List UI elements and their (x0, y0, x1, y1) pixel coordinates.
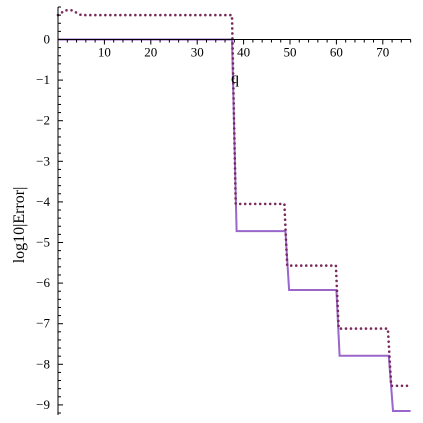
x-tick-label: 40 (237, 45, 250, 60)
x-tick-label: 50 (284, 45, 297, 60)
y-tick-label: −3 (36, 153, 50, 168)
y-tick-label: −2 (36, 113, 50, 128)
x-tick-label: 70 (376, 45, 389, 60)
y-tick-label: −6 (36, 275, 50, 290)
x-tick-label: 60 (330, 45, 343, 60)
y-tick-label: −4 (36, 194, 50, 209)
y-tick-label: −7 (36, 316, 50, 331)
y-axis-label: log10|Error| (11, 187, 28, 264)
series-line-solid (58, 38, 411, 412)
y-tick-label: −8 (36, 356, 50, 371)
y-tick-label: −9 (36, 397, 50, 412)
x-tick-label: 10 (98, 45, 111, 60)
y-tick-label: 0 (44, 32, 51, 47)
series-layer (56, 9, 412, 412)
y-tick-label: −5 (36, 235, 50, 250)
x-axis-label: q (231, 70, 239, 87)
x-tick-label: 20 (144, 45, 157, 60)
y-tick-label: −1 (36, 72, 50, 87)
series-line-dotted (56, 9, 412, 388)
x-tick-label: 30 (191, 45, 204, 60)
ticks-layer: 10 20 30 40 50 60 70 0 −1 −2 −3 −4 −5 −6 −7 −8 −9 (36, 6, 412, 414)
